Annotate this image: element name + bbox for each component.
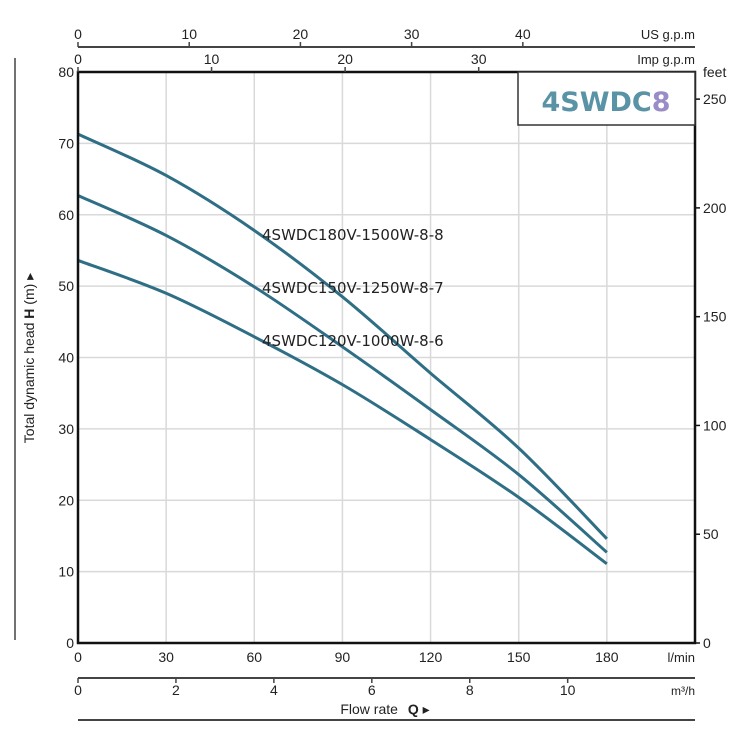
feet-tick-label: 100 [703,417,727,433]
curve-series-2 [77,194,608,554]
title-box: 4SWDC8 [517,71,696,126]
imp-gpm-tick-label: 20 [337,51,353,67]
xlabel-text: Flow rate [340,701,401,717]
x-tick-label: 120 [419,649,443,665]
y-tick-label: 80 [58,64,74,80]
x-tick-label: 30 [158,649,174,665]
imp-gpm-unit: Imp g.p.m [637,52,695,67]
feet-tick-label: 250 [703,91,727,107]
svg-text:4SWDC8: 4SWDC8 [541,87,670,118]
y-tick-label: 70 [58,135,74,151]
m3h-tick-label: 10 [560,682,576,698]
xlabel-arrow: ▸ [419,701,430,717]
y-tick-label: 40 [58,350,74,366]
y-tick-label: 60 [58,207,74,223]
feet-tick-label: 50 [703,526,719,542]
us-gpm-unit: US g.p.m [641,27,695,42]
ylabel-unit: (m) ▸ [21,273,37,309]
plot-frame [76,70,697,645]
curve-series-3 [77,259,608,565]
us-gpm-tick-label: 0 [74,26,82,42]
x-tick-label: 90 [335,649,351,665]
ylabel-symbol: H [21,309,37,319]
curve-series-1 [77,132,608,540]
m3h-tick-label: 6 [368,682,376,698]
curve-label: 4SWDC150V-1250W-8-7 [262,279,444,297]
us-gpm-tick-label: 10 [181,26,197,42]
grid [78,71,696,644]
x-tick-label: 0 [74,649,82,665]
x-tick-label: 150 [507,649,531,665]
xlabel-symbol: Q [408,701,419,717]
us-gpm-tick-label: 40 [515,26,531,42]
x-axis-label: Flow rate Q ▸ [340,701,429,717]
y-tick-label: 50 [58,278,74,294]
x-tick-label: 180 [595,649,619,665]
us-gpm-tick-label: 30 [404,26,420,42]
feet-unit: feet [703,64,726,80]
curve-label: 4SWDC120V-1000W-8-6 [262,332,444,350]
y-axis-label: Total dynamic head H (m) ▸ [21,273,37,443]
feet-tick-label: 150 [703,309,727,325]
chart-title-suffix: 8 [652,87,671,118]
y-tick-label: 10 [58,564,74,580]
y-tick-label: 20 [58,492,74,508]
curve-labels: 4SWDC180V-1500W-8-8 4SWDC150V-1250W-8-7 4S… [262,226,444,350]
us-gpm-tick-label: 20 [293,26,309,42]
x-unit: l/min [668,650,695,665]
m3h-tick-label: 8 [466,682,474,698]
imp-gpm-tick-label: 0 [74,51,82,67]
m3h-tick-label: 2 [172,682,180,698]
y-tick-label: 30 [58,421,74,437]
m3h-tick-label: 0 [74,682,82,698]
x-tick-label: 60 [246,649,262,665]
chart-title: 4SWDC [541,87,651,118]
ylabel-text: Total dynamic head [21,319,37,444]
imp-gpm-tick-label: 10 [204,51,220,67]
curve-label: 4SWDC180V-1500W-8-8 [262,226,444,244]
curves [77,132,608,565]
feet-tick-label: 0 [703,635,711,651]
m3h-tick-label: 4 [270,682,278,698]
feet-tick-label: 200 [703,200,727,216]
m3h-unit: m³/h [671,684,695,698]
y-tick-label: 0 [66,635,74,651]
imp-gpm-tick-label: 30 [471,51,487,67]
